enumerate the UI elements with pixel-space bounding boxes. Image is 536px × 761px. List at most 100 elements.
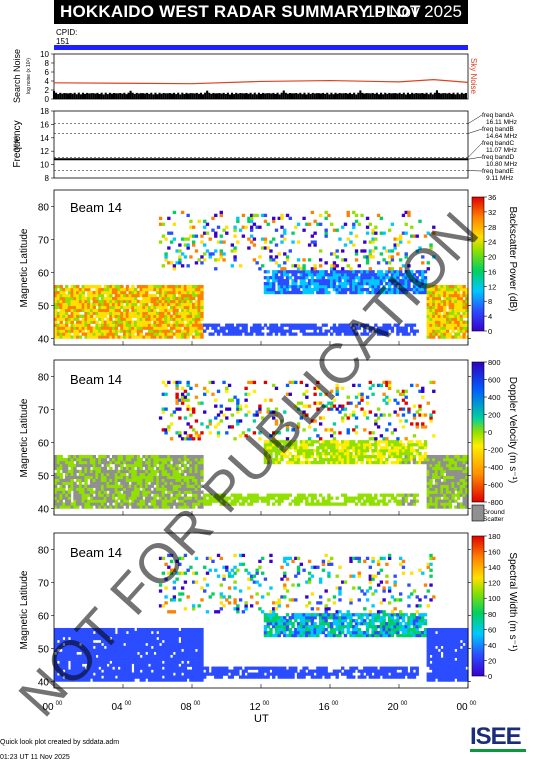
range-cell (81, 287, 85, 292)
range-cell (100, 654, 105, 658)
range-cell (128, 466, 132, 471)
range-cell (189, 434, 193, 438)
range-cell (437, 496, 441, 500)
range-cell (164, 308, 168, 312)
range-cell (156, 335, 160, 339)
range-cell (111, 290, 116, 295)
range-cell (67, 645, 72, 650)
range-cell (349, 284, 353, 289)
range-cell (111, 469, 116, 474)
range-cell (92, 308, 96, 312)
range-cell (379, 460, 384, 465)
range-cell (269, 287, 273, 292)
range-cell (54, 639, 58, 644)
range-cell (89, 660, 94, 664)
range-cell (106, 320, 110, 324)
range-cell (390, 496, 395, 500)
range-cell (465, 475, 469, 480)
range-cell (81, 326, 85, 330)
range-cell (114, 636, 119, 641)
range-cell (197, 466, 201, 471)
range-cell (183, 302, 188, 307)
range-cell (365, 457, 370, 462)
range-cell (70, 460, 74, 465)
range-cell (343, 282, 348, 286)
range-cell (318, 213, 323, 218)
range-cell (103, 490, 108, 494)
range-cell (109, 666, 113, 670)
range-cell (89, 326, 94, 330)
range-cell (109, 290, 113, 295)
range-cell (117, 463, 121, 468)
range-cell (399, 284, 403, 289)
range-cell (354, 270, 359, 274)
range-cell (418, 440, 422, 444)
range-cell (158, 323, 163, 327)
range-cell (164, 428, 168, 432)
range-cell (432, 463, 436, 468)
range-cell (280, 496, 284, 500)
range-cell (81, 463, 85, 468)
range-cell (343, 326, 348, 330)
range-cell (296, 502, 301, 506)
range-cell (294, 332, 298, 336)
range-cell (294, 279, 298, 283)
range-cell (343, 454, 348, 459)
range-cell (59, 284, 63, 289)
range-cell (365, 276, 370, 280)
range-cell (197, 302, 201, 307)
range-cell (197, 326, 201, 330)
range-cell (114, 326, 119, 330)
range-cell (172, 296, 177, 301)
range-cell (244, 225, 248, 229)
range-cell (67, 499, 72, 503)
range-cell (145, 496, 149, 500)
range-cell (98, 678, 102, 682)
range-cell (84, 335, 88, 339)
range-cell (169, 287, 174, 292)
range-cell (67, 633, 72, 638)
range-cell (183, 308, 188, 312)
range-cell (70, 651, 74, 655)
range-cell (459, 296, 464, 301)
range-cell (189, 317, 193, 321)
range-cell (272, 502, 276, 506)
range-cell (161, 293, 165, 298)
range-cell (100, 466, 105, 471)
range-cell (180, 469, 185, 474)
range-cell (440, 329, 444, 333)
range-cell (332, 457, 337, 462)
range-cell (172, 475, 177, 480)
range-cell (418, 452, 422, 456)
range-cell (418, 273, 422, 277)
range-cell (76, 639, 80, 644)
range-cell (84, 669, 88, 673)
range-cell (183, 237, 188, 241)
range-cell (62, 663, 66, 667)
range-cell (341, 225, 345, 229)
range-cell (374, 273, 378, 277)
range-cell (313, 449, 317, 453)
range-cell (241, 225, 246, 229)
range-cell (363, 413, 367, 417)
range-cell (120, 642, 124, 647)
range-cell (263, 219, 268, 223)
range-cell (363, 270, 367, 274)
range-cell (192, 437, 196, 441)
range-cell (139, 490, 143, 494)
range-cell (200, 502, 204, 506)
range-cell (363, 452, 367, 456)
range-cell (117, 493, 121, 497)
range-cell (401, 460, 406, 465)
range-cell (341, 404, 345, 408)
range-cell (382, 502, 386, 506)
range-cell (73, 469, 77, 474)
range-cell (134, 490, 138, 494)
range-cell (180, 290, 185, 295)
range-cell (95, 284, 99, 289)
range-cell (418, 219, 422, 223)
range-cell (318, 422, 323, 426)
range-cell (426, 335, 430, 339)
range-cell (247, 219, 251, 223)
range-cell (445, 496, 450, 500)
